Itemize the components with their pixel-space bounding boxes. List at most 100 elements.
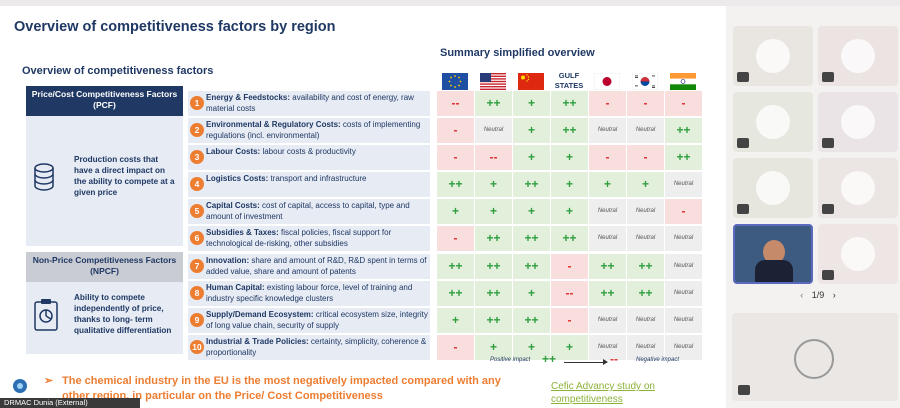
- study-link[interactable]: Cefic Advancy study on competitiveness: [551, 381, 655, 405]
- mic-muted-icon: [822, 72, 834, 82]
- person-icon: [841, 105, 875, 139]
- rating-cell: +: [551, 199, 588, 224]
- rating-cell: Neutral: [627, 118, 664, 143]
- rating-cell: ++: [437, 254, 474, 279]
- mic-muted-icon: [822, 270, 834, 280]
- participant-tile[interactable]: [818, 26, 898, 86]
- rating-cell: ++: [513, 226, 550, 251]
- column-gulf-states: GULF STATES: [550, 70, 588, 96]
- pager-prev-icon[interactable]: ‹: [800, 290, 804, 300]
- rating-cell: Neutral: [589, 199, 626, 224]
- factor-number: 3: [190, 150, 204, 164]
- person-icon: [794, 339, 834, 379]
- participant-tile[interactable]: [818, 224, 898, 284]
- rating-cell: Neutral: [627, 199, 664, 224]
- rating-cell: +: [475, 199, 512, 224]
- participant-video-body: [755, 260, 793, 282]
- person-icon: [841, 39, 875, 73]
- factor-row: 1 Energy & Feedstocks: availability and c…: [188, 91, 430, 116]
- rating-cell: ++: [551, 226, 588, 251]
- rating-cell: +: [475, 172, 512, 197]
- participant-tile[interactable]: [733, 224, 813, 284]
- rating-cell: Neutral: [665, 226, 702, 251]
- legend-positive-label: Positive impact: [490, 357, 531, 363]
- rating-cell: +: [627, 172, 664, 197]
- rating-cell: ++: [475, 281, 512, 306]
- factor-name: Energy & Feedstocks:: [206, 93, 291, 102]
- column-eu: [436, 70, 474, 96]
- rating-cell: Neutral: [589, 308, 626, 333]
- factor-text: Logistics Costs: transport and infrastru…: [206, 173, 428, 184]
- pager-next-icon[interactable]: ›: [832, 290, 836, 300]
- rating-cell: +: [437, 199, 474, 224]
- rating-cell: Neutral: [665, 308, 702, 333]
- mic-muted-icon: [822, 138, 834, 148]
- mic-muted-icon: [822, 204, 834, 214]
- factor-description: fiscal policies, fiscal support for tech…: [206, 228, 392, 248]
- gulf-states-label: GULF STATES: [554, 71, 584, 90]
- rating-cell: -: [665, 91, 702, 116]
- participant-tile[interactable]: [818, 92, 898, 152]
- rating-cell: ++: [437, 172, 474, 197]
- mic-muted-icon: [737, 72, 749, 82]
- factor-description: critical ecosystem size, integrity of lo…: [206, 310, 428, 330]
- left-section-title: Overview of competitiveness factors: [22, 65, 214, 77]
- rating-cell: Neutral: [665, 335, 702, 360]
- factor-name: Capital Costs:: [206, 201, 260, 210]
- factor-row: 3 Labour Costs: labour costs & productivi…: [188, 145, 430, 170]
- rating-cell: -: [551, 254, 588, 279]
- legend-plus: ++: [542, 352, 557, 366]
- factor-name: Innovation:: [206, 256, 250, 265]
- person-icon: [756, 39, 790, 73]
- rating-cell: ++: [475, 91, 512, 116]
- rating-cell: -: [437, 145, 474, 170]
- legend-negative-label: Negative impact: [636, 357, 680, 363]
- participant-tile[interactable]: [733, 26, 813, 86]
- person-icon: [756, 171, 790, 205]
- rating-cell: +: [475, 335, 512, 360]
- npcf-panel: Ability to compete independently of pric…: [26, 282, 183, 354]
- factor-name: Labour Costs:: [206, 147, 261, 156]
- rating-cell: Neutral: [665, 172, 702, 197]
- participants-pager: ‹ 1/9 ›: [793, 290, 843, 300]
- factor-number: 10: [190, 340, 204, 354]
- rating-cell: +: [513, 118, 550, 143]
- factor-description: costs of implementing regulations (incl.…: [206, 120, 421, 140]
- rating-cell: Neutral: [665, 281, 702, 306]
- factor-row: 6 Subsidies & Taxes: fiscal policies, fis…: [188, 226, 430, 251]
- rating-cell: Neutral: [475, 118, 512, 143]
- participant-tile[interactable]: [818, 158, 898, 218]
- mic-muted-icon: [737, 204, 749, 214]
- india-flag-icon: [670, 73, 696, 90]
- participant-tile[interactable]: [733, 92, 813, 152]
- factor-number: 2: [190, 123, 204, 137]
- pcf-description: Production costs that have a direct impa…: [74, 155, 175, 197]
- column-south-korea: [626, 70, 664, 96]
- factor-name: Industrial & Trade Policies:: [206, 337, 309, 346]
- rating-cell: ++: [437, 281, 474, 306]
- rating-cell: -: [437, 226, 474, 251]
- factor-row: 8 Human Capital: existing labour force, l…: [188, 281, 430, 306]
- column-usa: [474, 70, 512, 96]
- factor-row: 5 Capital Costs: cost of capital, access …: [188, 199, 430, 224]
- factor-text: Industrial & Trade Policies: certainty, …: [206, 336, 428, 358]
- participant-tile-large[interactable]: [732, 313, 898, 401]
- factor-text: Supply/Demand Ecosystem: critical ecosys…: [206, 309, 428, 331]
- rating-cell: Neutral: [589, 335, 626, 360]
- japan-flag-icon: [594, 73, 620, 90]
- factor-number: 1: [190, 96, 204, 110]
- conclusion: ➢ The chemical industry in the EU is the…: [44, 374, 508, 404]
- factor-number: 8: [190, 286, 204, 300]
- rating-cell: --: [437, 91, 474, 116]
- factor-row: 4 Logistics Costs: transport and infrastr…: [188, 172, 430, 197]
- participant-video: [763, 240, 785, 264]
- rating-cell: Neutral: [589, 226, 626, 251]
- rating-cell: ++: [551, 91, 588, 116]
- participant-tile[interactable]: [733, 158, 813, 218]
- pager-label: 1/9: [811, 290, 825, 300]
- person-icon: [841, 171, 875, 205]
- factor-number: 7: [190, 259, 204, 273]
- factor-row: 2 Environmental & Regulatory Costs: costs…: [188, 118, 430, 143]
- rating-cell: ++: [627, 254, 664, 279]
